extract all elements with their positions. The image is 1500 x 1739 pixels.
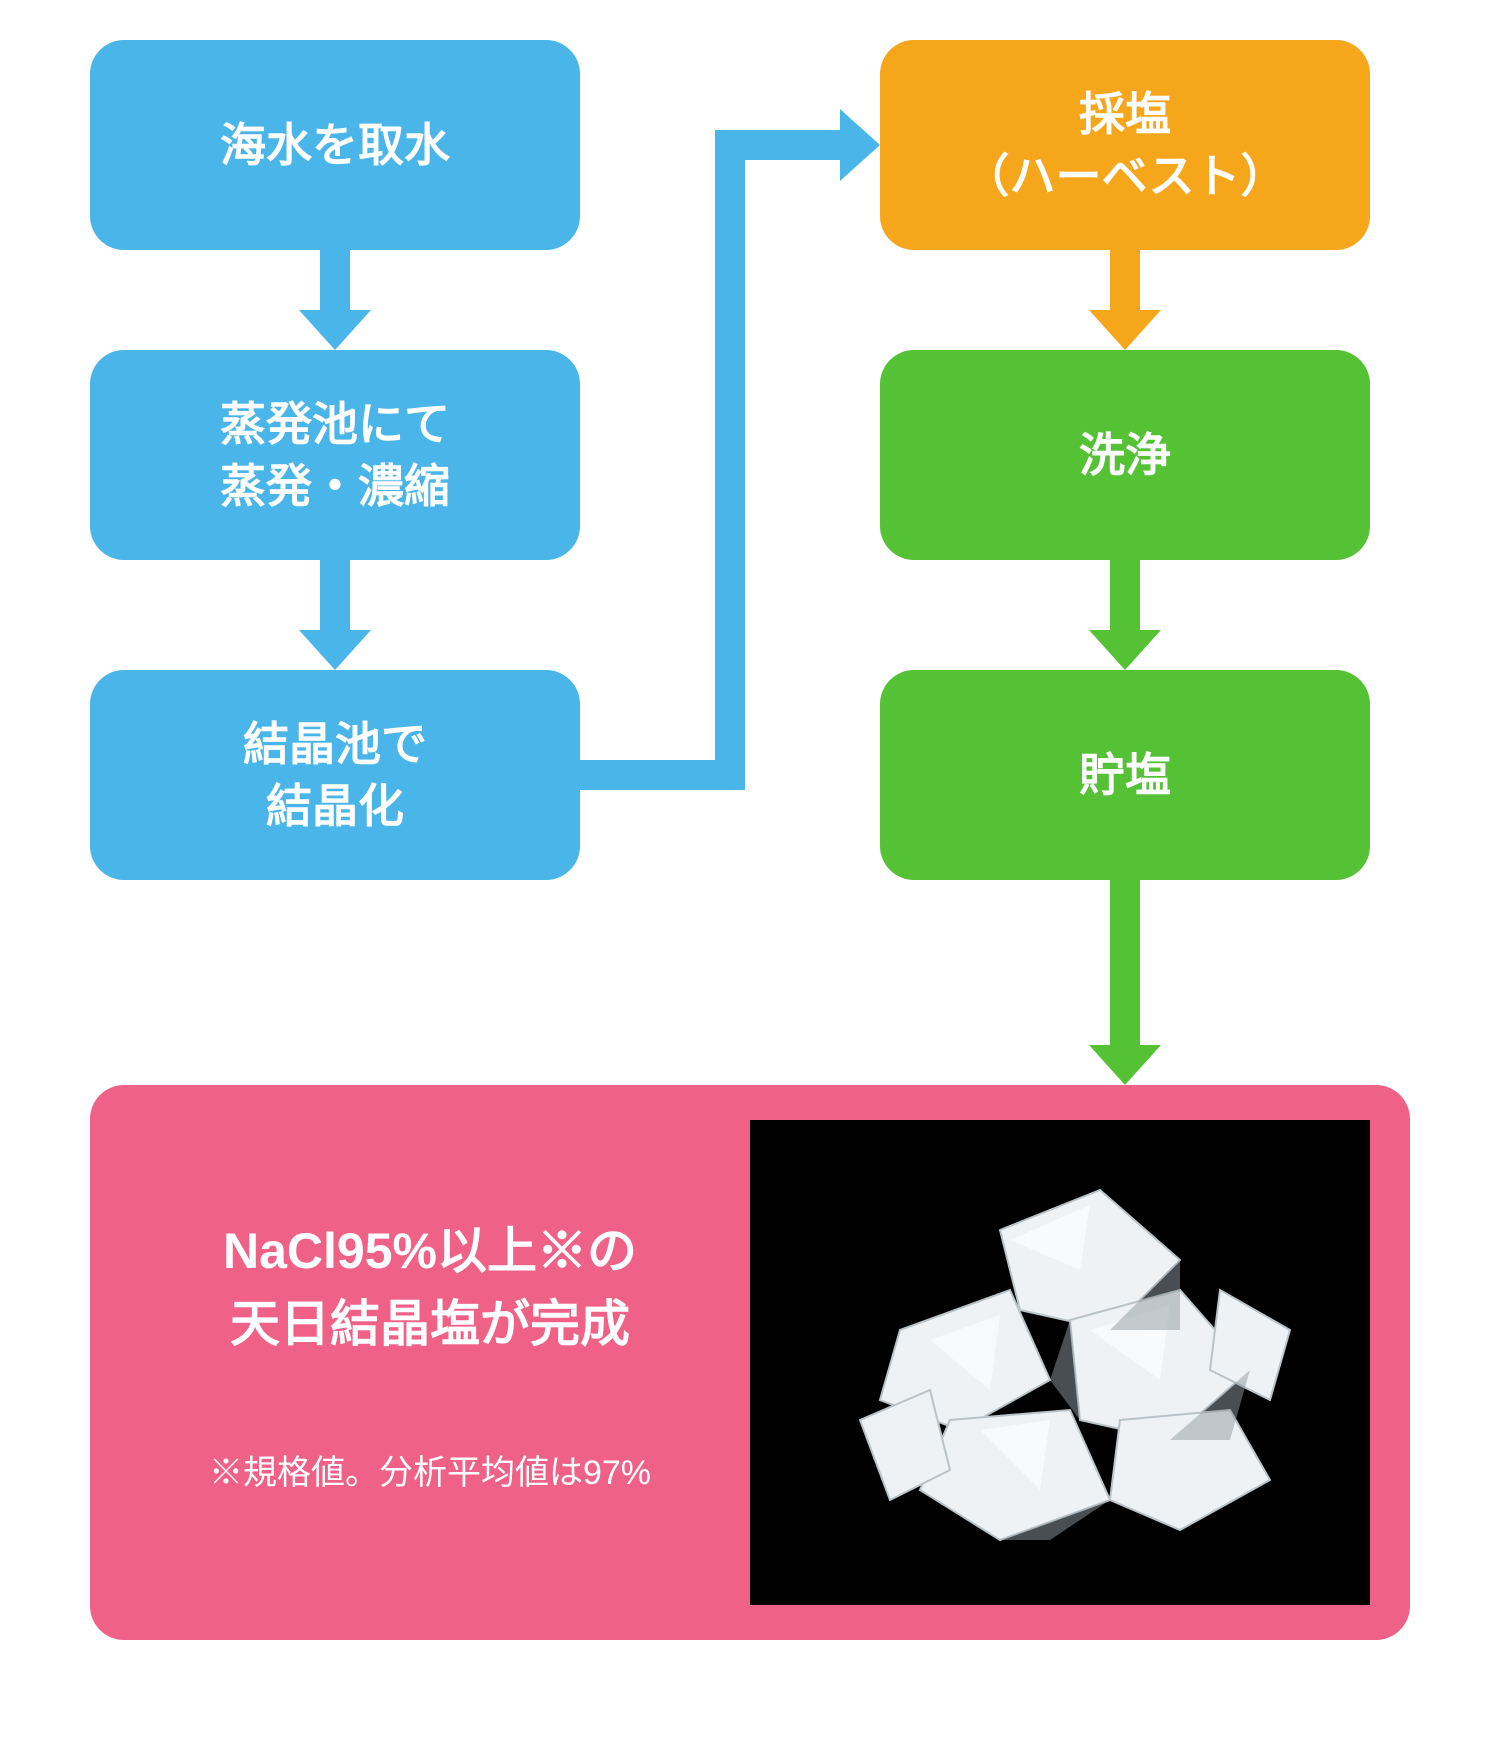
node-washing: 洗浄 bbox=[880, 350, 1370, 560]
salt-crystal-svg bbox=[750, 1120, 1370, 1605]
salt-crystal-image bbox=[750, 1120, 1370, 1605]
node-seawater-intake: 海水を取水 bbox=[90, 40, 580, 250]
flowchart-stage: NaCl95%以上※の 天日結晶塩が完成 ※規格値。分析平均値は97% 海水を取… bbox=[0, 0, 1500, 1739]
node-evaporation: 蒸発池にて 蒸発・濃縮 bbox=[90, 350, 580, 560]
node-storage: 貯塩 bbox=[880, 670, 1370, 880]
result-main-text: NaCl95%以上※の 天日結晶塩が完成 bbox=[110, 1215, 750, 1360]
node-crystallization: 結晶池で 結晶化 bbox=[90, 670, 580, 880]
node-harvest: 採塩 （ハーベスト） bbox=[880, 40, 1370, 250]
result-note-text: ※規格値。分析平均値は97% bbox=[110, 1445, 750, 1494]
